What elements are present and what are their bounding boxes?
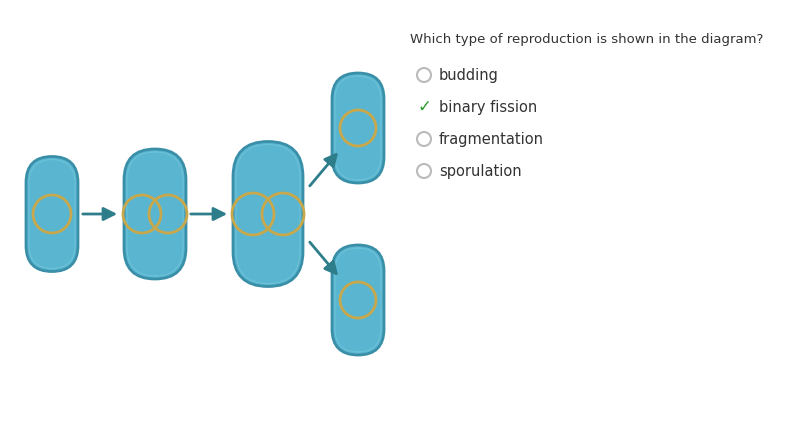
FancyBboxPatch shape — [332, 73, 384, 183]
Text: binary fission: binary fission — [439, 99, 538, 115]
FancyBboxPatch shape — [124, 149, 186, 279]
Text: ✓: ✓ — [417, 98, 431, 116]
FancyBboxPatch shape — [332, 245, 384, 355]
FancyBboxPatch shape — [26, 157, 78, 271]
Text: budding: budding — [439, 68, 499, 83]
Text: sporulation: sporulation — [439, 163, 522, 178]
Text: Which type of reproduction is shown in the diagram?: Which type of reproduction is shown in t… — [410, 33, 763, 46]
FancyBboxPatch shape — [233, 142, 303, 286]
Text: fragmentation: fragmentation — [439, 131, 544, 146]
